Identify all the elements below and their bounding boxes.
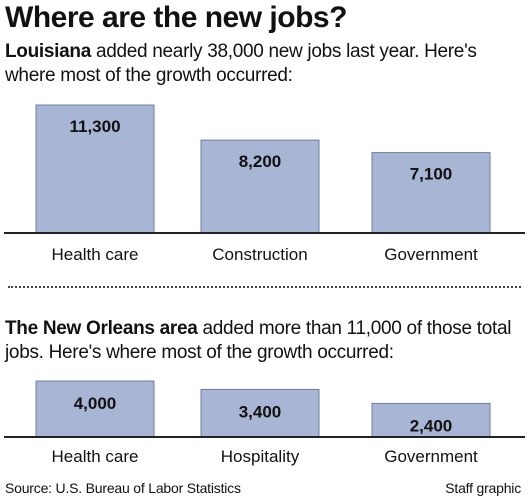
- new-orleans-jobs-chart: 4,000 Health care 3,400 Hospitality 2,400 Gov…: [4, 380, 525, 466]
- new-orleans-value-label: 2,400: [410, 416, 453, 435]
- louisiana-value-label: 8,200: [239, 152, 282, 171]
- louisiana-category-label: Health care: [52, 245, 139, 264]
- new-orleans-bar: [200, 388, 320, 438]
- section-divider: [8, 286, 521, 288]
- louisiana-category-label: Construction: [212, 245, 307, 264]
- louisiana-category-label: Government: [384, 245, 478, 264]
- new-orleans-intro-lead: The New Orleans area: [5, 318, 198, 339]
- page-title: Where are the new jobs?: [5, 1, 347, 34]
- louisiana-intro-text: added nearly 38,000 new jobs last year. …: [5, 41, 477, 86]
- new-orleans-intro-text: added more than 11,000 of those total jo…: [5, 318, 512, 363]
- new-orleans-category-label: Health care: [52, 447, 139, 466]
- new-orleans-category-label: Government: [384, 447, 478, 466]
- louisiana-bar: [200, 139, 320, 234]
- credit-note: Staff graphic: [445, 480, 521, 496]
- new-orleans-intro: The New Orleans area added more than 11,…: [5, 317, 525, 365]
- louisiana-bar: [35, 104, 155, 234]
- louisiana-intro: Louisiana added nearly 38,000 new jobs l…: [5, 40, 525, 88]
- source-note: Source: U.S. Bureau of Labor Statistics: [5, 480, 241, 496]
- new-orleans-value-label: 3,400: [239, 402, 282, 421]
- louisiana-value-label: 11,300: [69, 117, 120, 136]
- louisiana-intro-lead: Louisiana: [5, 41, 91, 62]
- louisiana-jobs-chart: 11,300 Health care 8,200 Construction 7,100 G…: [4, 104, 525, 264]
- new-orleans-category-label: Hospitality: [221, 447, 300, 466]
- new-orleans-bar: [35, 380, 155, 438]
- louisiana-bar: [371, 152, 491, 234]
- louisiana-value-label: 7,100: [410, 165, 453, 184]
- new-orleans-value-label: 4,000: [74, 394, 117, 413]
